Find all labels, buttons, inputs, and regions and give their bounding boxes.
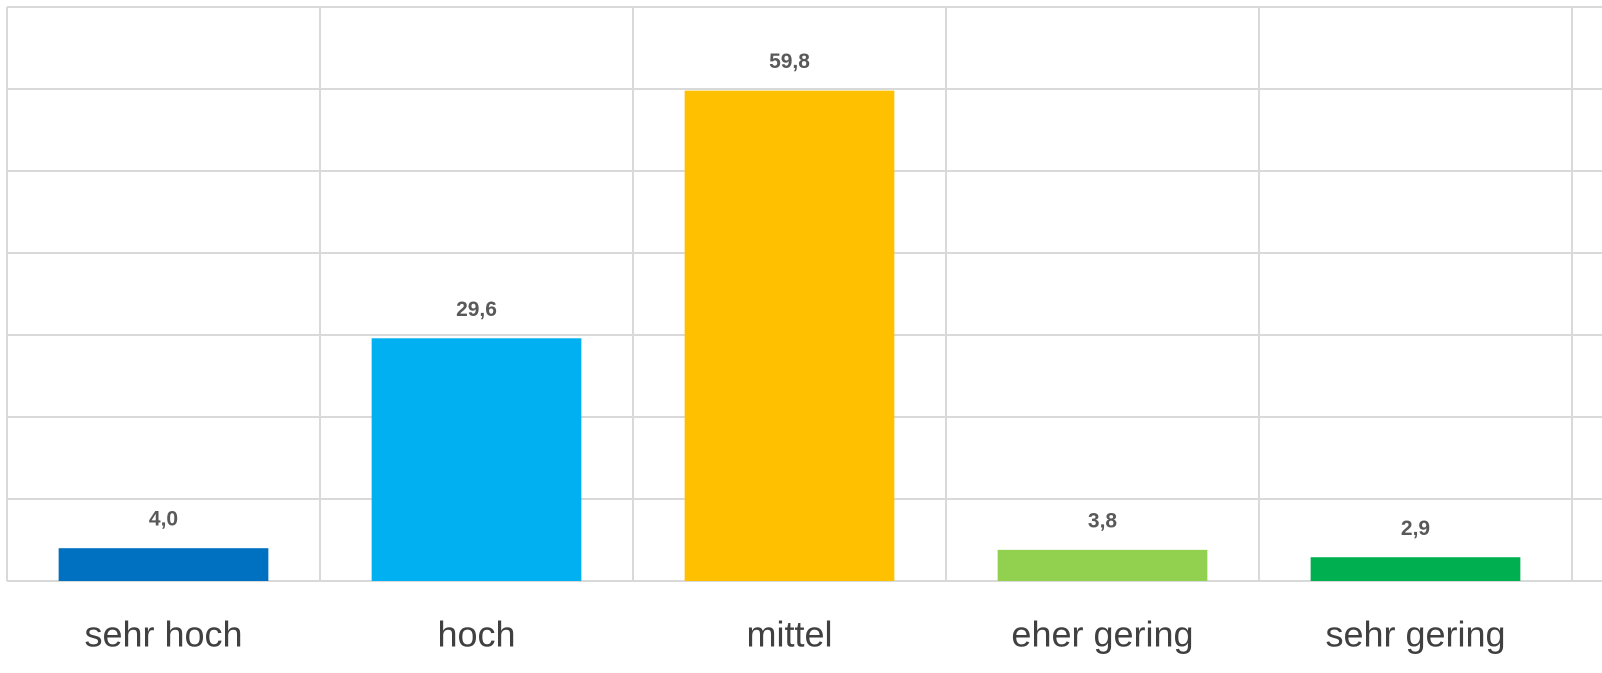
x-tick-label: mittel (746, 614, 832, 655)
x-tick-label: eher gering (1011, 614, 1193, 655)
value-label: 2,9 (1401, 517, 1430, 540)
x-tick-label: hoch (437, 614, 515, 655)
value-label: 4,0 (149, 508, 178, 531)
bar (58, 548, 269, 581)
x-tick-label: sehr hoch (84, 614, 242, 655)
bar (684, 90, 895, 581)
value-label: 59,8 (769, 50, 810, 73)
value-label: 29,6 (456, 298, 497, 321)
x-tick-label: sehr gering (1325, 614, 1505, 655)
bar (1310, 557, 1521, 581)
bar (371, 338, 582, 581)
bar (997, 549, 1208, 581)
value-label: 3,8 (1088, 509, 1118, 532)
